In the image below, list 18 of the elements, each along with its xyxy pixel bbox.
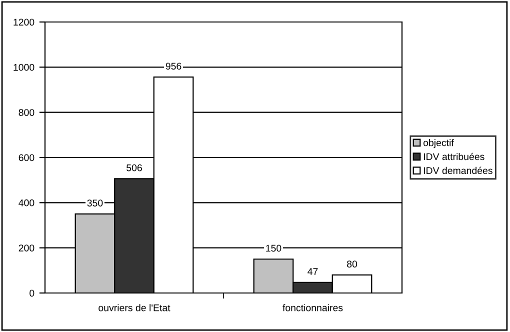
data-label: 150 <box>266 244 282 252</box>
y-tick-label: 400 <box>18 199 34 206</box>
x-tick-label: fonctionnaires <box>282 304 343 312</box>
y-tick-label: 1000 <box>14 64 34 71</box>
legend-label: IDV attribuées <box>424 152 484 160</box>
y-tick-label: 1200 <box>14 18 34 26</box>
data-label: 506 <box>126 164 142 172</box>
legend-label: objectif <box>423 139 454 148</box>
data-label: 956 <box>166 62 182 70</box>
y-tick-label: 200 <box>18 244 34 252</box>
legend-label: IDV demandées <box>424 166 492 174</box>
data-label: 47 <box>308 268 318 275</box>
y-tick-label: 800 <box>18 109 34 116</box>
y-tick-label: 0 <box>30 290 34 297</box>
data-label: 80 <box>347 260 358 268</box>
data-label: 350 <box>87 200 103 206</box>
x-tick-label: ouvriers de l'Etat <box>98 304 170 312</box>
y-tick-label: 600 <box>18 154 34 162</box>
